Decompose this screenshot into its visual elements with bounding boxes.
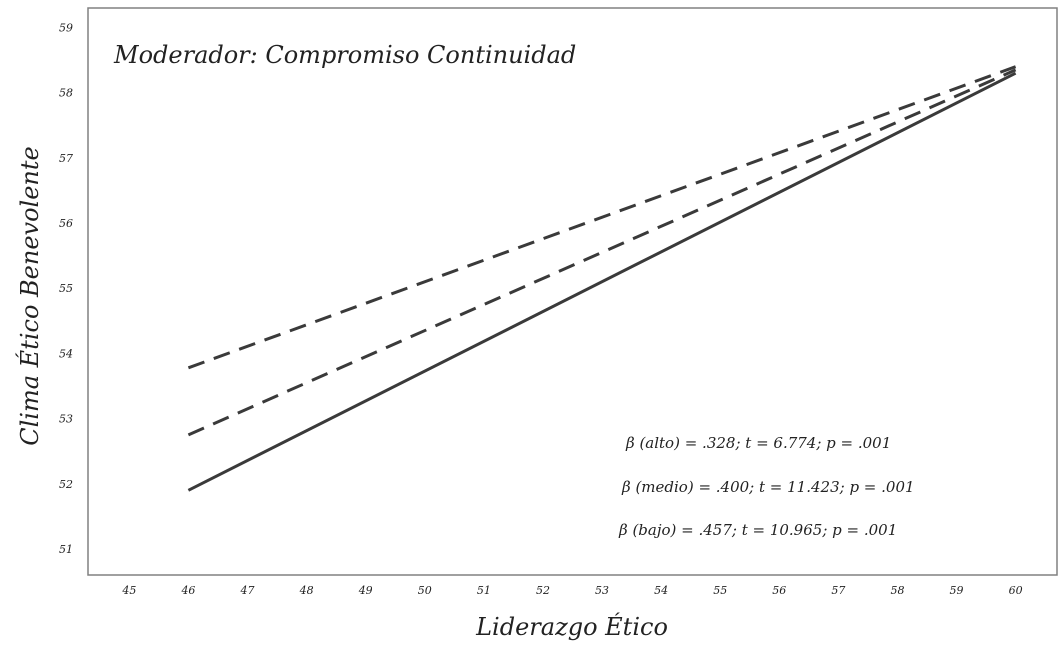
x-axis-title: Liderazgo Ético bbox=[475, 612, 668, 641]
y-tick-label: 52 bbox=[59, 478, 73, 491]
x-tick-label: 48 bbox=[299, 584, 314, 597]
x-tick-label: 54 bbox=[654, 584, 668, 597]
x-tick-label: 49 bbox=[358, 584, 373, 597]
y-tick-labels: 51 52 53 54 55 56 57 58 59 bbox=[59, 22, 73, 556]
chart-title: Moderador: Compromiso Continuidad bbox=[113, 41, 576, 69]
y-tick-label: 51 bbox=[59, 543, 73, 556]
series-line-1 bbox=[187, 65, 1017, 370]
x-tick-label: 53 bbox=[595, 584, 609, 597]
x-tick-label: 57 bbox=[831, 584, 845, 597]
annotation-bajo: β (bajo) = .457; t = 10.965; p = .001 bbox=[618, 521, 897, 539]
x-tick-label: 56 bbox=[772, 584, 786, 597]
x-tick-label: 50 bbox=[418, 584, 432, 597]
series-line-3 bbox=[187, 71, 1017, 492]
x-tick-label: 58 bbox=[890, 584, 904, 597]
y-axis-title: Clima Ético Benevolente bbox=[15, 146, 44, 445]
x-tick-label: 45 bbox=[121, 584, 136, 597]
series-lines bbox=[187, 65, 1017, 492]
series-line-2 bbox=[187, 68, 1017, 437]
y-tick-label: 55 bbox=[59, 282, 73, 295]
annotation-alto: β (alto) = .328; t = 6.774; p = .001 bbox=[625, 434, 891, 452]
x-tick-label: 59 bbox=[950, 584, 964, 597]
y-tick-label: 59 bbox=[59, 22, 73, 35]
y-tick-label: 56 bbox=[59, 217, 73, 230]
y-tick-label: 53 bbox=[59, 413, 73, 426]
annotation-medio: β (medio) = .400; t = 11.423; p = .001 bbox=[621, 478, 915, 496]
x-tick-label: 46 bbox=[180, 584, 195, 597]
x-tick-labels: 45 46 47 48 49 50 51 52 53 54 55 56 57 58 59 60 bbox=[121, 584, 1022, 597]
x-tick-label: 55 bbox=[713, 584, 727, 597]
x-tick-label: 51 bbox=[477, 584, 491, 597]
plot-frame bbox=[87, 7, 1058, 576]
y-tick-label: 54 bbox=[59, 347, 73, 360]
y-tick-label: 57 bbox=[59, 152, 73, 165]
y-tick-label: 58 bbox=[59, 87, 73, 100]
x-tick-label: 52 bbox=[536, 584, 550, 597]
x-tick-label: 60 bbox=[1009, 584, 1023, 597]
x-tick-label: 47 bbox=[240, 584, 255, 597]
